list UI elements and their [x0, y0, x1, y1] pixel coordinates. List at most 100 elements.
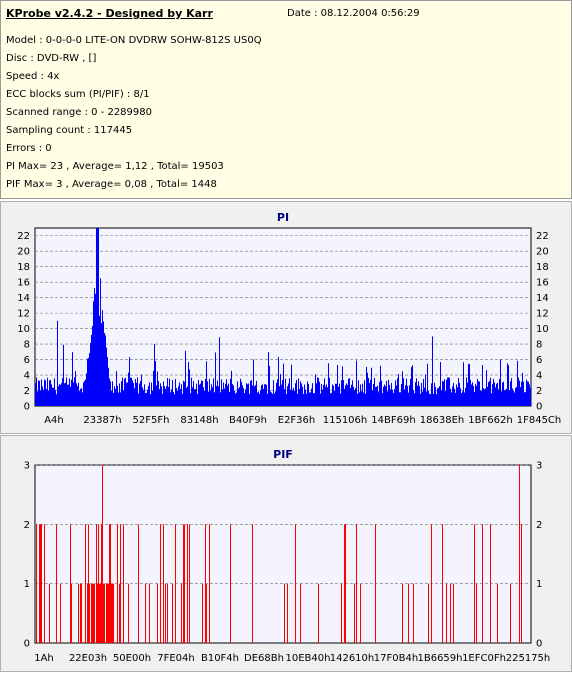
- pi-bar: [277, 379, 278, 406]
- pi-bar: [76, 383, 77, 406]
- pi-bar: [163, 381, 164, 406]
- pi-bar: [263, 389, 264, 406]
- pi-bar: [468, 363, 469, 406]
- pi-bar: [357, 393, 358, 406]
- y-tick-label-right: 1: [536, 579, 542, 590]
- pi-bar: [255, 385, 256, 406]
- pi-bar: [97, 228, 98, 406]
- x-tick-label: 1F845Ch: [517, 415, 562, 426]
- pi-bar: [373, 383, 374, 406]
- y-tick-label-left: 8: [24, 340, 30, 351]
- pi-bar: [409, 385, 410, 406]
- pi-bar: [217, 380, 218, 406]
- pi-bar: [340, 393, 341, 406]
- pif-bar: [431, 524, 432, 643]
- pi-bar: [127, 382, 128, 406]
- pi-bar: [322, 389, 323, 406]
- pi-bar: [362, 383, 363, 406]
- pi-bar: [85, 379, 86, 406]
- x-tick-label: 142610h: [330, 653, 375, 664]
- scanned-range: Scanned range : 0 - 2289980: [6, 107, 152, 118]
- pi-bar: [75, 371, 76, 406]
- pi-bar: [519, 380, 520, 406]
- pi-bar: [516, 386, 517, 406]
- x-tick-label: 10EB40h: [286, 653, 331, 664]
- pi-bar: [393, 392, 394, 406]
- pi-bar: [462, 391, 463, 406]
- pi-bar: [95, 293, 96, 406]
- pi-bar: [396, 385, 397, 406]
- pi-bar: [397, 378, 398, 406]
- pi-bar: [312, 383, 313, 406]
- pi-bar: [434, 382, 435, 406]
- pi-bar: [65, 382, 66, 406]
- pi-bar: [466, 377, 467, 406]
- y-tick-label-left: 22: [17, 231, 30, 242]
- pi-bar: [197, 393, 198, 406]
- pi-bar: [221, 379, 222, 406]
- pi-bar: [55, 390, 56, 406]
- pi-bar: [515, 387, 516, 406]
- pi-bar: [378, 391, 379, 406]
- pi-bar: [298, 378, 299, 406]
- pif-bar: [450, 583, 451, 643]
- pi-bar: [158, 381, 159, 406]
- pi-bar: [110, 381, 111, 406]
- pif-bar: [107, 583, 108, 643]
- pi-bar: [143, 389, 144, 406]
- pi-bar: [324, 378, 325, 406]
- pi-bar: [375, 387, 376, 406]
- pi-bar: [128, 372, 129, 406]
- y-tick-label-left: 4: [24, 371, 30, 382]
- pi-bar: [104, 332, 105, 406]
- pi-bar: [252, 385, 253, 406]
- pi-bar: [471, 384, 472, 406]
- y-tick-label-right: 14: [536, 293, 549, 304]
- pi-bar: [176, 387, 177, 406]
- pi-bar: [138, 393, 139, 406]
- pi-bar: [54, 378, 55, 406]
- pif-bar: [252, 524, 253, 643]
- pi-bar: [230, 378, 231, 406]
- y-tick-label-right: 20: [536, 247, 549, 258]
- pi-bar: [379, 382, 380, 406]
- pif-bar: [36, 524, 37, 643]
- pi-bar: [401, 383, 402, 406]
- pif-bar: [181, 583, 182, 643]
- scan-speed: Speed : 4x: [6, 71, 60, 82]
- pif-bar: [98, 524, 99, 643]
- pi-bar: [175, 379, 176, 406]
- pi-bar: [199, 384, 200, 406]
- pi-bar: [459, 382, 460, 406]
- pi-bar: [460, 388, 461, 406]
- pif-bar: [165, 583, 166, 643]
- pi-bar: [376, 386, 377, 406]
- pi-bar: [404, 389, 405, 406]
- pi-bar: [292, 390, 293, 406]
- pi-bar: [456, 384, 457, 406]
- pi-bar: [528, 381, 529, 406]
- pi-bar: [317, 377, 318, 406]
- pi-bar: [472, 382, 473, 406]
- pi-bar: [264, 384, 265, 406]
- pif-bar: [230, 524, 231, 643]
- pi-bar: [423, 378, 424, 406]
- pi-bar: [391, 382, 392, 406]
- pi-bar: [82, 392, 83, 406]
- pi-bar: [330, 393, 331, 406]
- pi-bar: [493, 378, 494, 406]
- pi-bar: [218, 386, 219, 406]
- pi-bar: [389, 384, 390, 406]
- pi-bar: [421, 382, 422, 406]
- pi-bar: [345, 385, 346, 406]
- y-tick-label-right: 0: [536, 402, 542, 413]
- pi-bar: [96, 228, 97, 406]
- pi-bar: [124, 378, 125, 406]
- pi-bar: [214, 392, 215, 406]
- y-tick-label-left: 0: [24, 402, 30, 413]
- pi-bar: [433, 393, 434, 406]
- pi-bar: [102, 310, 103, 406]
- pi-bar: [123, 390, 124, 406]
- x-tick-label: 7FE04h: [157, 653, 195, 664]
- pi-bar: [475, 383, 476, 406]
